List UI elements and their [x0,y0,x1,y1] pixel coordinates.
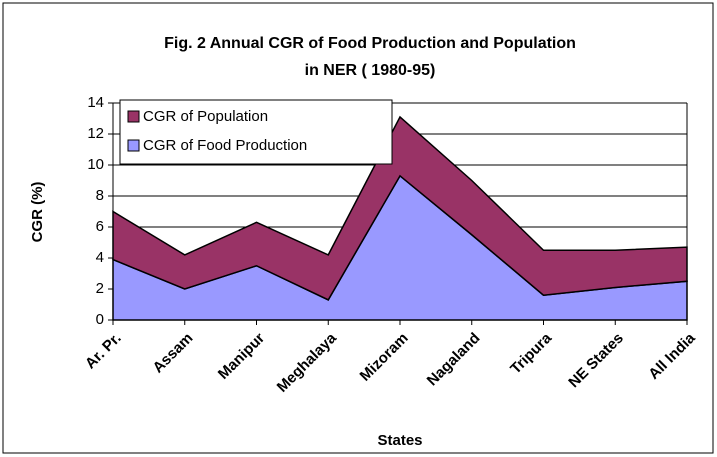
chart-title: Fig. 2 Annual CGR of Food Production and… [164,35,576,52]
legend-swatch [127,139,140,152]
y-tick-label: 10 [87,156,104,173]
x-axis-label: States [377,432,422,449]
chart-title: in NER ( 1980-95) [305,62,436,79]
y-axis-label: CGR (%) [29,182,46,243]
y-tick-label: 4 [96,249,104,266]
y-tick-label: 0 [96,311,104,328]
y-tick-label: 8 [96,187,104,204]
y-tick-label: 6 [96,218,104,235]
legend-label: CGR of Population [143,108,268,125]
legend-label: CGR of Food Production [143,137,307,154]
y-tick-label: 2 [96,280,104,297]
y-tick-label: 14 [87,94,104,111]
legend-box [119,99,393,165]
y-tick-label: 12 [87,125,104,142]
legend-swatch [127,110,140,123]
